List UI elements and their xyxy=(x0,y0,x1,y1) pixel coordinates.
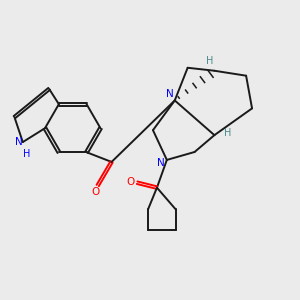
Text: O: O xyxy=(92,187,100,197)
Text: O: O xyxy=(127,177,135,187)
Text: N: N xyxy=(157,158,165,168)
Text: N: N xyxy=(15,137,23,147)
Text: N: N xyxy=(166,88,174,98)
Text: H: H xyxy=(23,149,30,159)
Text: H: H xyxy=(224,128,231,138)
Text: H: H xyxy=(206,56,213,66)
